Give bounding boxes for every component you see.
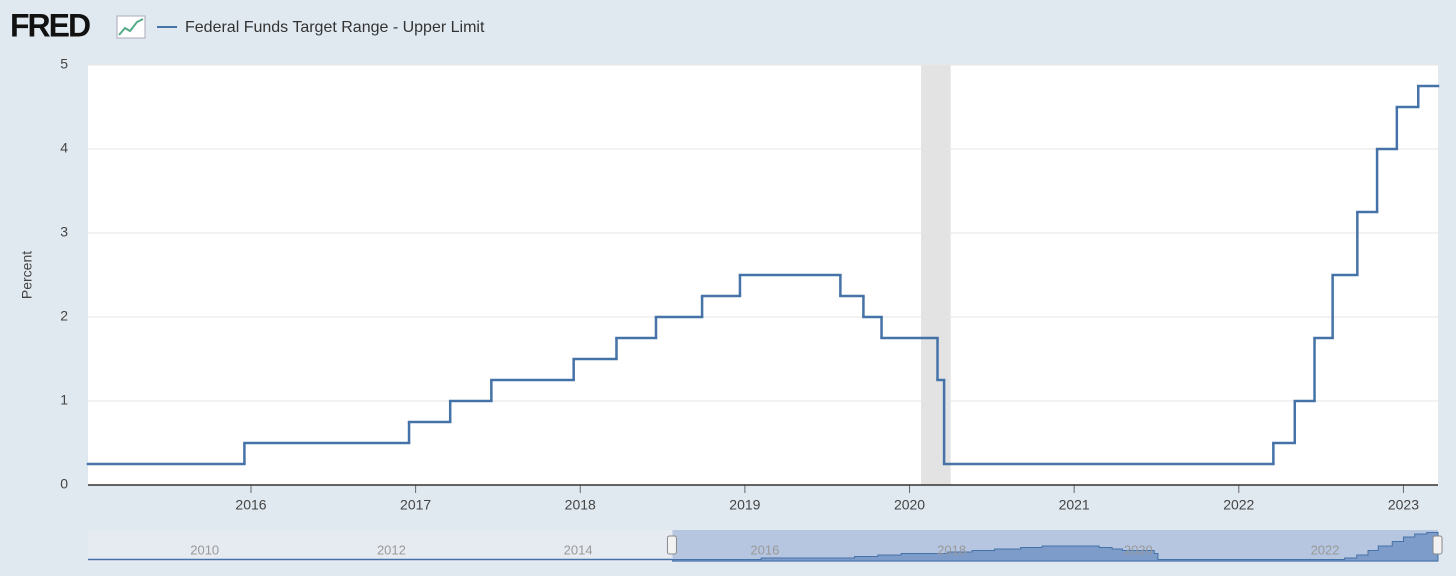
x-tick-label: 2018 (565, 497, 596, 513)
navigator-tick-label: 2018 (937, 542, 966, 557)
x-tick-label: 2017 (400, 497, 431, 513)
navigator-handle[interactable] (666, 535, 677, 555)
y-tick-label: 5 (60, 56, 68, 72)
y-tick-label: 4 (60, 140, 68, 156)
navigator-tick-label: 2012 (377, 542, 406, 557)
x-tick-label: 2021 (1059, 497, 1090, 513)
legend-label[interactable]: Federal Funds Target Range - Upper Limit (185, 19, 485, 36)
navigator-area (671, 532, 1439, 562)
navigator-tick-label: 2020 (1124, 542, 1153, 557)
y-tick-label: 2 (60, 308, 68, 324)
x-tick-label: 2019 (729, 497, 760, 513)
logo-icon (116, 15, 146, 39)
navigator-tick-label: 2022 (1311, 542, 1340, 557)
x-tick-label: 2020 (894, 497, 925, 513)
navigator-tick-label: 2010 (190, 542, 219, 557)
recession-band (921, 65, 951, 485)
x-tick-label: 2016 (235, 497, 266, 513)
navigator-tick-label: 2014 (564, 542, 593, 557)
y-tick-label: 3 (60, 224, 68, 240)
logo-icon-line (118, 18, 144, 36)
y-tick-label: 0 (60, 476, 68, 492)
y-tick-label: 1 (60, 392, 68, 408)
y-axis-label: Percent (19, 251, 35, 299)
navigator-tick-label: 2016 (750, 542, 779, 557)
logo[interactable]: FRED (10, 7, 92, 43)
x-tick-label: 2022 (1223, 497, 1254, 513)
navigator-handle[interactable] (1432, 535, 1443, 555)
x-tick-label: 2023 (1388, 497, 1419, 513)
